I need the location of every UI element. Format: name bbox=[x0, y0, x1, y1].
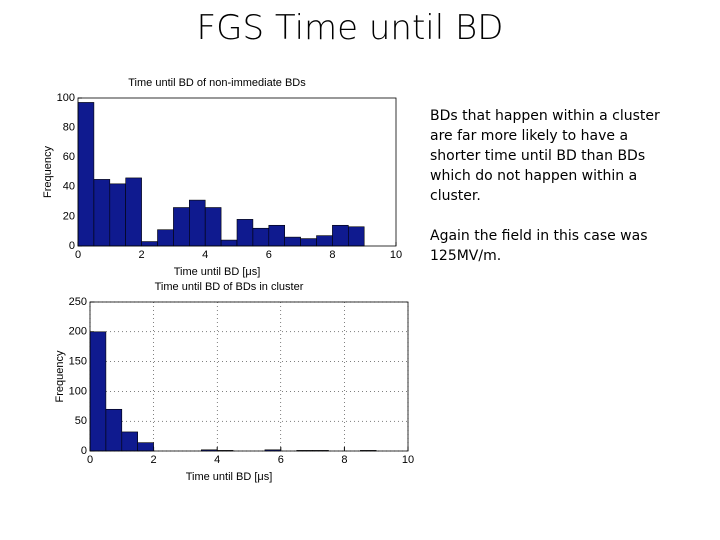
paragraph: BDs that happen within a cluster are far… bbox=[430, 108, 660, 204]
y-tick-label: 150 bbox=[69, 356, 87, 368]
bar bbox=[77, 102, 95, 247]
bar bbox=[316, 235, 333, 247]
chart-title: Time until BD of BDs in cluster bbox=[155, 281, 304, 293]
bar bbox=[236, 219, 254, 247]
y-tick-label: 100 bbox=[69, 385, 87, 397]
bar bbox=[300, 238, 317, 247]
x-tick-label: 6 bbox=[278, 454, 284, 466]
bar bbox=[252, 227, 270, 247]
bar bbox=[105, 408, 123, 452]
y-tick-label: 20 bbox=[63, 210, 75, 222]
bar bbox=[204, 207, 222, 247]
bar bbox=[284, 236, 301, 247]
y-tick-label: 40 bbox=[63, 181, 75, 193]
y-tick-label: 250 bbox=[69, 296, 87, 308]
plot-frame bbox=[77, 97, 397, 247]
x-tick-label: 2 bbox=[151, 454, 157, 466]
bar bbox=[125, 177, 142, 247]
bar bbox=[347, 226, 365, 247]
bar bbox=[173, 207, 190, 247]
bar bbox=[268, 224, 285, 247]
x-tick-label: 8 bbox=[341, 454, 347, 466]
chart-title: Time until BD of non-immediate BDs bbox=[128, 77, 306, 89]
text-block: BDs that happen within a cluster are far… bbox=[430, 106, 680, 286]
x-axis-label: Time until BD [μs] bbox=[186, 471, 273, 483]
y-tick-label: 80 bbox=[63, 122, 75, 134]
y-axis-label: Frequency bbox=[54, 350, 66, 402]
plot-frame bbox=[89, 301, 409, 452]
y-axis-label: Frequency bbox=[42, 146, 54, 198]
bar bbox=[157, 229, 174, 247]
bar bbox=[89, 331, 107, 452]
bar bbox=[137, 442, 154, 452]
bar bbox=[332, 224, 349, 247]
bar bbox=[141, 241, 158, 247]
y-tick-label: 50 bbox=[75, 415, 87, 427]
bar bbox=[93, 179, 111, 247]
x-tick-label: 4 bbox=[202, 249, 208, 261]
x-tick-label: 10 bbox=[390, 249, 402, 261]
x-tick-label: 0 bbox=[87, 454, 93, 466]
plot-area bbox=[90, 302, 408, 451]
y-tick-label: 100 bbox=[57, 92, 75, 104]
y-tick-label: 0 bbox=[69, 240, 75, 252]
x-tick-label: 4 bbox=[214, 454, 220, 466]
paragraph: Again the field in this case was 125MV/m… bbox=[430, 228, 648, 264]
bar bbox=[109, 183, 127, 247]
bar bbox=[220, 239, 238, 247]
y-tick-label: 200 bbox=[69, 326, 87, 338]
bar bbox=[121, 431, 139, 452]
x-tick-label: 6 bbox=[266, 249, 272, 261]
x-tick-label: 8 bbox=[329, 249, 335, 261]
x-tick-label: 10 bbox=[402, 454, 414, 466]
x-tick-label: 0 bbox=[75, 249, 81, 261]
y-tick-label: 0 bbox=[81, 445, 87, 457]
x-tick-label: 2 bbox=[139, 249, 145, 261]
slide-title: FGS Time until BD bbox=[196, 8, 504, 48]
y-tick-label: 60 bbox=[63, 151, 75, 163]
bar bbox=[189, 199, 206, 247]
x-axis-label: Time until BD [μs] bbox=[174, 266, 261, 278]
